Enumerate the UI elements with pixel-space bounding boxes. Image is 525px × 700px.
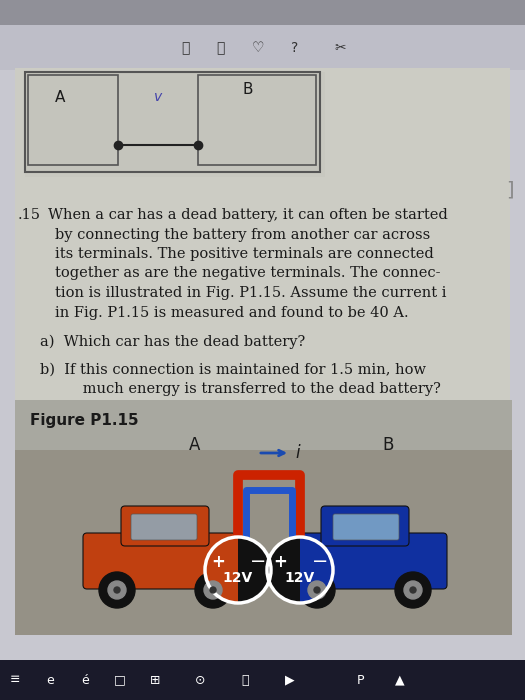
FancyBboxPatch shape bbox=[198, 75, 316, 165]
FancyBboxPatch shape bbox=[294, 533, 447, 589]
Text: A: A bbox=[55, 90, 65, 105]
FancyBboxPatch shape bbox=[240, 25, 360, 405]
Text: 🗑: 🗑 bbox=[216, 41, 224, 55]
FancyBboxPatch shape bbox=[200, 25, 320, 405]
Text: ?: ? bbox=[291, 41, 299, 55]
Text: ⊞: ⊞ bbox=[150, 673, 160, 687]
Text: −: − bbox=[312, 552, 328, 571]
Wedge shape bbox=[267, 537, 300, 603]
FancyBboxPatch shape bbox=[333, 514, 399, 540]
FancyBboxPatch shape bbox=[0, 660, 525, 700]
Text: When a car has a dead battery, it can often be started: When a car has a dead battery, it can of… bbox=[48, 208, 448, 222]
Text: ▲: ▲ bbox=[395, 673, 405, 687]
Text: ⊙: ⊙ bbox=[195, 673, 205, 687]
Text: ]: ] bbox=[506, 181, 514, 199]
FancyBboxPatch shape bbox=[15, 450, 512, 635]
Circle shape bbox=[210, 587, 216, 593]
Text: P: P bbox=[356, 673, 364, 687]
FancyBboxPatch shape bbox=[321, 506, 409, 546]
Text: +: + bbox=[211, 553, 225, 571]
Circle shape bbox=[108, 581, 126, 599]
FancyBboxPatch shape bbox=[28, 75, 118, 165]
Text: .15: .15 bbox=[18, 208, 41, 222]
Text: +: + bbox=[273, 553, 287, 571]
Text: Figure P1.15: Figure P1.15 bbox=[30, 413, 139, 428]
Text: v: v bbox=[154, 90, 162, 104]
Text: ≡: ≡ bbox=[10, 673, 20, 687]
Text: by connecting the battery from another car across: by connecting the battery from another c… bbox=[55, 228, 430, 241]
Circle shape bbox=[99, 572, 135, 608]
Wedge shape bbox=[238, 537, 271, 603]
FancyBboxPatch shape bbox=[360, 25, 480, 405]
FancyBboxPatch shape bbox=[83, 533, 236, 589]
Text: 12V: 12V bbox=[223, 571, 253, 585]
Text: é: é bbox=[81, 673, 89, 687]
Text: a)  Which car has the dead battery?: a) Which car has the dead battery? bbox=[40, 335, 305, 349]
Text: 🎵: 🎵 bbox=[242, 673, 249, 687]
Text: 12V: 12V bbox=[285, 571, 315, 585]
Text: A: A bbox=[190, 436, 201, 454]
Text: e: e bbox=[46, 673, 54, 687]
Text: tion is illustrated in Fig. P1.15. Assume the current i: tion is illustrated in Fig. P1.15. Assum… bbox=[55, 286, 446, 300]
FancyBboxPatch shape bbox=[25, 72, 320, 172]
Wedge shape bbox=[205, 537, 238, 603]
Text: ▶: ▶ bbox=[285, 673, 295, 687]
Circle shape bbox=[314, 587, 320, 593]
FancyBboxPatch shape bbox=[121, 506, 209, 546]
FancyBboxPatch shape bbox=[0, 25, 525, 70]
Circle shape bbox=[308, 581, 326, 599]
Text: its terminals. The positive terminals are connected: its terminals. The positive terminals ar… bbox=[55, 247, 434, 261]
Circle shape bbox=[404, 581, 422, 599]
FancyBboxPatch shape bbox=[25, 72, 325, 177]
FancyBboxPatch shape bbox=[280, 25, 400, 405]
Circle shape bbox=[204, 581, 222, 599]
Text: together as are the negative terminals. The connec-: together as are the negative terminals. … bbox=[55, 267, 440, 281]
Text: i: i bbox=[295, 444, 300, 462]
Text: 🔍: 🔍 bbox=[181, 41, 189, 55]
Text: B: B bbox=[243, 82, 253, 97]
Circle shape bbox=[410, 587, 416, 593]
Circle shape bbox=[195, 572, 231, 608]
Circle shape bbox=[114, 587, 120, 593]
FancyBboxPatch shape bbox=[131, 514, 197, 540]
FancyBboxPatch shape bbox=[320, 25, 440, 405]
Circle shape bbox=[290, 552, 300, 562]
Text: ♡: ♡ bbox=[252, 41, 264, 55]
Wedge shape bbox=[300, 537, 333, 603]
Circle shape bbox=[299, 572, 335, 608]
Text: B: B bbox=[382, 436, 394, 454]
FancyBboxPatch shape bbox=[15, 400, 512, 635]
Text: □: □ bbox=[114, 673, 126, 687]
Text: much energy is transferred to the dead battery?: much energy is transferred to the dead b… bbox=[55, 382, 441, 396]
Circle shape bbox=[395, 572, 431, 608]
Circle shape bbox=[230, 552, 240, 562]
Text: ✂: ✂ bbox=[334, 41, 346, 55]
Text: in Fig. P1.15 is measured and found to be 40 A.: in Fig. P1.15 is measured and found to b… bbox=[55, 305, 408, 319]
Text: b)  If this connection is maintained for 1.5 min, how: b) If this connection is maintained for … bbox=[40, 363, 426, 377]
FancyBboxPatch shape bbox=[15, 68, 510, 633]
FancyBboxPatch shape bbox=[0, 0, 525, 30]
Text: −: − bbox=[250, 552, 266, 571]
